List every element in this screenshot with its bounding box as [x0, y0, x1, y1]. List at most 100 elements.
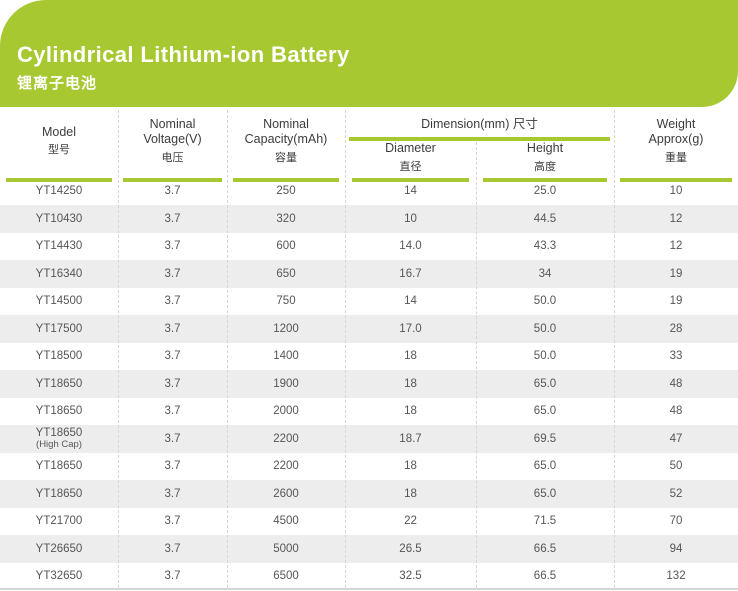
- height-cell: 43.3: [533, 240, 557, 253]
- table-row: YT18650 3.7 2600 18 65.0 52: [0, 480, 738, 508]
- column-header-diameter-cn: 直径: [399, 160, 422, 173]
- diameter-cell: 18: [404, 405, 417, 418]
- diameter-cell: 18: [404, 487, 417, 500]
- table-row: YT18500 3.7 1400 18 50.0 33: [0, 343, 738, 370]
- column-header-weight: Weight Approx(g) 重量: [614, 108, 738, 188]
- voltage-cell: 3.7: [164, 322, 181, 335]
- header-underline: [351, 177, 470, 182]
- table-row: YT18650 3.7 1900 18 65.0 48: [0, 370, 738, 398]
- voltage-cell: 3.7: [164, 295, 181, 308]
- height-cell: 65.0: [533, 377, 557, 390]
- column-header-height: Height 高度: [476, 141, 614, 188]
- column-header-height-cn: 高度: [534, 160, 556, 173]
- capacity-cell: 2600: [273, 487, 299, 500]
- model-value: YT14430: [35, 240, 83, 253]
- table-body: YT14250 3.7 250 14 25.0 10 YT10430 3.7 3…: [0, 178, 738, 590]
- model-value: YT21700: [35, 515, 83, 528]
- column-header-voltage-en: Nominal Voltage(V): [143, 116, 202, 147]
- weight-cell: 70: [669, 515, 683, 528]
- page-subtitle: 锂离子电池: [17, 75, 98, 93]
- voltage-cell: 3.7: [164, 460, 181, 473]
- capacity-cell: 2200: [273, 432, 299, 445]
- capacity-cell: 2200: [273, 460, 299, 473]
- weight-cell: 47: [669, 432, 683, 445]
- model-note: (High Cap): [36, 439, 82, 451]
- diameter-cell: 26.5: [399, 542, 422, 555]
- weight-cell: 19: [669, 267, 683, 280]
- voltage-cell: 3.7: [164, 487, 181, 500]
- model-cell: YT18650: [0, 488, 118, 501]
- column-header-capacity: Nominal Capacity(mAh) 容量: [227, 108, 345, 188]
- column-header-model-cn: 型号: [48, 144, 70, 157]
- column-header-capacity-en: Nominal Capacity(mAh): [244, 116, 328, 147]
- capacity-cell: 4500: [273, 515, 299, 528]
- weight-cell: 50: [669, 460, 683, 473]
- weight-cell: 132: [666, 569, 686, 582]
- capacity-cell: 1900: [273, 377, 299, 390]
- model-value: YT18650: [35, 460, 83, 473]
- diameter-cell: 32.5: [399, 569, 422, 582]
- weight-cell: 12: [669, 212, 683, 225]
- table-row: YT14500 3.7 750 14 50.0 19: [0, 288, 738, 315]
- diameter-cell: 14: [404, 185, 417, 198]
- model-cell: YT17500: [0, 323, 118, 336]
- model-cell: YT10430: [0, 213, 118, 226]
- table-row: YT18650 3.7 2000 18 65.0 48: [0, 398, 738, 425]
- diameter-cell: 14: [404, 295, 417, 308]
- capacity-cell: 2000: [273, 405, 299, 418]
- model-cell: YT18650: [0, 460, 118, 473]
- table-row: YT17500 3.7 1200 17.0 50.0 28: [0, 315, 738, 343]
- diameter-cell: 16.7: [399, 267, 422, 280]
- column-separator: [614, 110, 615, 588]
- model-value: YT16340: [35, 267, 83, 280]
- weight-cell: 48: [669, 377, 683, 390]
- capacity-cell: 1200: [273, 322, 299, 335]
- weight-cell: 94: [669, 542, 683, 555]
- column-separator: [476, 142, 477, 588]
- weight-cell: 12: [669, 240, 683, 253]
- table-row: YT14430 3.7 600 14.0 43.3 12: [0, 233, 738, 260]
- model-cell: YT32650: [0, 570, 118, 583]
- voltage-cell: 3.7: [164, 350, 181, 363]
- diameter-cell: 22: [404, 515, 417, 528]
- model-value: YT14500: [35, 295, 83, 308]
- model-cell: YT14430: [0, 240, 118, 253]
- diameter-cell: 18: [404, 377, 417, 390]
- table-row: YT26650 3.7 5000 26.5 66.5 94: [0, 535, 738, 563]
- model-cell: YT18650 (High Cap): [0, 427, 118, 450]
- model-cell: YT14250: [0, 185, 118, 198]
- table-row: YT18650 (High Cap) 3.7 2200 18.7 69.5 47: [0, 425, 738, 453]
- voltage-cell: 3.7: [164, 267, 181, 280]
- banner: Cylindrical Lithium-ion Battery 锂离子电池: [0, 0, 738, 107]
- column-header-diameter-en: Diameter: [385, 141, 436, 155]
- capacity-cell: 320: [276, 212, 296, 225]
- voltage-cell: 3.7: [164, 185, 181, 198]
- height-cell: 50.0: [533, 295, 557, 308]
- height-cell: 25.0: [533, 185, 557, 198]
- model-value: YT18650: [35, 427, 83, 440]
- column-header-dimension-label: Dimension(mm) 尺寸: [421, 116, 538, 131]
- height-cell: 34: [538, 267, 552, 280]
- capacity-cell: 750: [276, 295, 296, 308]
- column-header-voltage: Nominal Voltage(V) 电压: [118, 108, 227, 188]
- table-header: Model 型号 Nominal Voltage(V) 电压 Nominal C…: [0, 108, 738, 182]
- column-separator: [345, 110, 346, 588]
- column-header-dimension: Dimension(mm) 尺寸: [345, 108, 614, 141]
- model-value: YT14250: [35, 185, 83, 198]
- table-row: YT10430 3.7 320 10 44.5 12: [0, 205, 738, 233]
- voltage-cell: 3.7: [164, 515, 181, 528]
- column-separator: [227, 110, 228, 588]
- model-value: YT18650: [35, 487, 83, 500]
- table-bottom-border: [0, 588, 738, 590]
- height-cell: 65.0: [533, 405, 557, 418]
- model-cell: YT16340: [0, 268, 118, 281]
- model-value: YT18650: [35, 405, 83, 418]
- banner-text: Cylindrical Lithium-ion Battery 锂离子电池: [17, 42, 350, 93]
- column-header-height-en: Height: [526, 141, 564, 155]
- model-value: YT18500: [35, 350, 83, 363]
- model-cell: YT18650: [0, 378, 118, 391]
- height-cell: 65.0: [533, 460, 557, 473]
- header-underline: [5, 177, 113, 182]
- capacity-cell: 250: [276, 185, 296, 198]
